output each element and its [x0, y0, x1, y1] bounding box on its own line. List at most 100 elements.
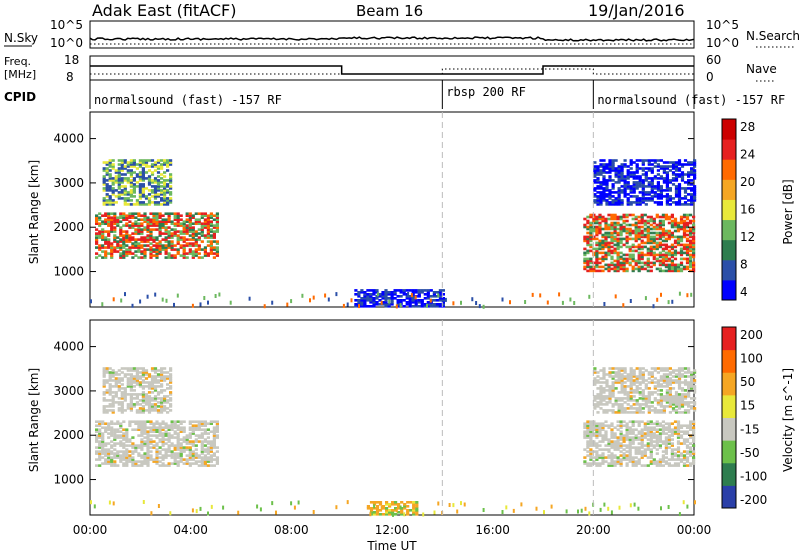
heatmap-cell: [122, 254, 126, 257]
heatmap-cell: [690, 161, 694, 164]
heatmap-cell: [158, 220, 162, 223]
heatmap-cell: [108, 187, 112, 190]
heatmap-cell: [650, 169, 654, 172]
heatmap-cell: [122, 464, 126, 467]
heatmap-cell: [680, 411, 685, 414]
heatmap-cell: [160, 173, 164, 176]
heatmap-cell: [435, 303, 439, 306]
heatmap-cell: [616, 269, 620, 273]
heatmap-cell: [613, 259, 617, 263]
heatmap-cell: [593, 395, 597, 398]
heatmap-cell: [644, 401, 648, 404]
heatmap-cell: [128, 214, 132, 217]
heatmap-cell: [153, 161, 158, 164]
heatmap-cell: [141, 201, 145, 204]
heatmap-cell: [647, 399, 651, 402]
heatmap-cell: [129, 185, 133, 188]
heatmap-cell: [605, 201, 609, 204]
heatmap-cell: [677, 395, 682, 398]
heatmap-cell: [200, 456, 204, 459]
heatmap-cell: [589, 432, 593, 435]
heatmap-cell: [160, 203, 164, 206]
heatmap-cell: [629, 173, 633, 176]
heatmap-cell: [658, 219, 662, 223]
heatmap-cell: [110, 244, 114, 247]
heatmap-cell: [150, 159, 155, 162]
cpid-segment-label: normalsound (fast) -157 RF: [597, 93, 785, 107]
heatmap-cell: [674, 179, 679, 182]
heatmap-cell: [134, 228, 138, 231]
heatmap-cell: [598, 426, 602, 429]
heatmap-cell: [607, 442, 611, 445]
heatmap-cell: [128, 238, 132, 241]
heatmap-cell: [637, 436, 641, 439]
heatmap-cell: [628, 426, 632, 429]
heatmap-cell: [194, 420, 198, 423]
heatmap-cell: [143, 430, 147, 433]
heatmap-cell: [160, 167, 164, 170]
heatmap-cell: [179, 246, 183, 249]
heatmap-cell: [140, 250, 144, 253]
heatmap-cell: [667, 267, 671, 271]
heatmap-cell: [640, 261, 644, 265]
heatmap-cell: [677, 393, 682, 396]
heatmap-cell: [638, 387, 642, 390]
heatmap-cell: [158, 232, 162, 235]
heatmap-cell: [632, 181, 636, 184]
heatmap-cell: [617, 187, 621, 190]
heatmap-cell: [687, 383, 691, 386]
heatmap-cell: [638, 409, 642, 412]
heatmap-cell: [375, 501, 380, 504]
heatmap-cell: [153, 193, 158, 196]
heatmap-cell: [649, 420, 653, 423]
heatmap-cell: [682, 215, 687, 219]
heatmap-cell: [632, 373, 636, 376]
heatmap-cell: [215, 450, 219, 453]
heatmap-cell: [664, 438, 668, 441]
heatmap-cell: [170, 420, 174, 423]
heatmap-cell: [432, 295, 436, 298]
heatmap-cell: [659, 201, 663, 204]
heatmap-cell: [596, 167, 600, 170]
heatmap-cell: [113, 218, 117, 221]
heatmap-cell: [152, 422, 156, 425]
heatmap-cell: [625, 229, 629, 233]
heatmap-cell: [460, 300, 462, 305]
heatmap-cell: [125, 224, 129, 227]
heatmap-cell: [207, 511, 209, 516]
heatmap-cell: [632, 383, 636, 386]
heatmap-cell: [659, 385, 663, 388]
heatmap-cell: [212, 438, 216, 441]
heatmap-cell: [634, 438, 638, 441]
heatmap-cell: [682, 231, 687, 235]
heatmap-cell: [614, 373, 618, 376]
heatmap-cell: [102, 181, 106, 184]
heatmap-cell: [646, 225, 650, 229]
heatmap-cell: [191, 508, 194, 513]
noise-panel: N.Sky 10^5 10^0 10^5 10^0 N.Search: [4, 18, 800, 50]
heatmap-cell: [646, 239, 650, 243]
heatmap-cell: [689, 213, 693, 217]
heatmap-cell: [135, 401, 139, 404]
heatmap-cell: [160, 407, 164, 410]
heatmap-cell: [622, 269, 626, 273]
heatmap-cell: [95, 464, 99, 467]
heatmap-cell: [656, 203, 660, 206]
heatmap-cell: [667, 221, 671, 225]
heatmap-cell: [616, 241, 620, 245]
heatmap-cell: [592, 251, 596, 255]
heatmap-cell: [619, 215, 623, 219]
heatmap-cell: [613, 442, 617, 445]
heatmap-cell: [179, 448, 183, 451]
heatmap-cell: [677, 387, 682, 390]
heatmap-cell: [113, 238, 117, 241]
heatmap-cell: [687, 179, 691, 182]
heatmap-cell: [101, 250, 105, 253]
heatmap-cell: [599, 399, 603, 402]
heatmap-cell: [599, 391, 603, 394]
heatmap-cell: [643, 426, 647, 429]
heatmap-cell: [690, 189, 694, 192]
heatmap-cell: [649, 231, 653, 235]
heatmap-cell: [156, 193, 161, 196]
